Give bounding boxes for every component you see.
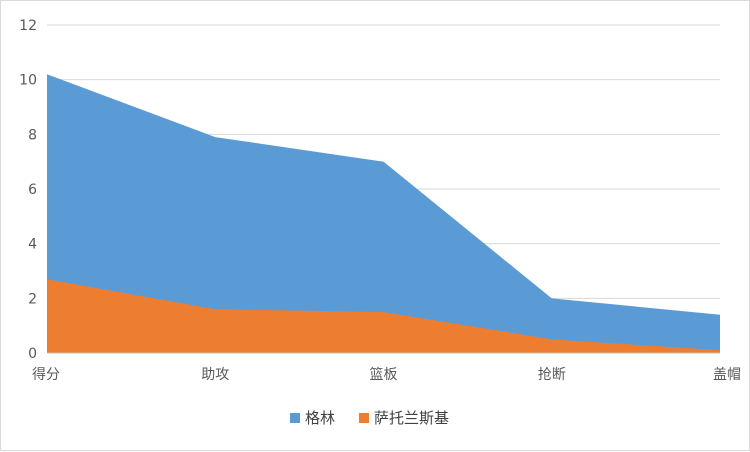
x-tick-label: 盖帽 xyxy=(713,367,741,383)
legend-label: 萨托兰斯基 xyxy=(374,409,449,427)
x-tick-label: 抢断 xyxy=(538,366,566,383)
legend-swatch xyxy=(290,413,300,423)
y-tick-label: 8 xyxy=(28,127,37,143)
x-tick-labels: 得分 助攻 篮板 抢断 盖帽 xyxy=(32,366,741,383)
series-areas xyxy=(47,74,720,353)
y-tick-label: 2 xyxy=(28,291,37,307)
y-tick-label: 0 xyxy=(28,346,37,362)
legend-label: 格林 xyxy=(305,409,335,427)
area-series-2 xyxy=(47,279,720,353)
x-tick-label: 篮板 xyxy=(370,367,398,383)
y-tick-labels: 0 2 4 6 8 10 12 xyxy=(19,18,37,362)
legend-swatch xyxy=(359,413,369,423)
area-series-1 xyxy=(47,74,720,353)
y-tick-label: 4 xyxy=(28,237,37,253)
x-tick-label: 助攻 xyxy=(201,367,229,383)
x-tick-label: 得分 xyxy=(32,366,60,383)
y-tick-label: 6 xyxy=(28,182,37,198)
legend: 格林 萨托兰斯基 xyxy=(290,409,449,427)
y-tick-label: 12 xyxy=(19,18,37,34)
y-tick-label: 10 xyxy=(19,73,37,89)
